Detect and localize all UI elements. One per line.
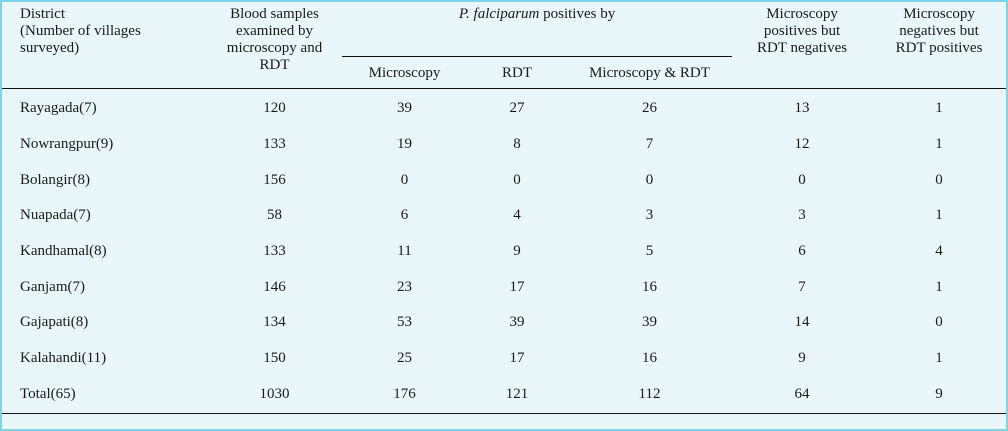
header-micro-pos-line: positives but bbox=[763, 23, 841, 39]
cell-micro-neg-rdt-pos: 9 bbox=[935, 385, 943, 402]
cell-microscopy: 0 bbox=[400, 171, 409, 188]
header-samples: Blood samples examined by microscopy and… bbox=[207, 2, 342, 89]
header-micro-neg-line: RDT positives bbox=[895, 40, 983, 56]
cell-district: Bolangir(8) bbox=[20, 171, 90, 188]
header-micro-pos-line: Microscopy bbox=[766, 6, 838, 22]
cell-rdt: 17 bbox=[509, 278, 525, 295]
cell-micro-pos-rdt-neg: 7 bbox=[798, 278, 806, 295]
header-group-species: P. falciparum bbox=[458, 6, 540, 22]
table-row: Nowrangpur(9) 133 19 8 7 12 1 bbox=[2, 127, 1006, 163]
cell-district: Kalahandi(11) bbox=[20, 350, 107, 367]
cell-microscopy-and-rdt: 112 bbox=[638, 385, 661, 402]
cell-samples: 134 bbox=[263, 314, 286, 331]
table-row-total: Total(65) 1030 176 121 112 64 9 bbox=[2, 377, 1006, 413]
header-group-suffix: positives by bbox=[539, 6, 616, 22]
cell-micro-neg-rdt-pos: 1 bbox=[935, 350, 943, 367]
cell-samples: 133 bbox=[263, 136, 286, 153]
cell-district: Rayagada(7) bbox=[20, 100, 97, 117]
cell-microscopy-and-rdt: 3 bbox=[645, 207, 654, 224]
cell-samples: 150 bbox=[263, 350, 286, 367]
header-samples-line: RDT bbox=[259, 57, 290, 73]
cell-microscopy: 6 bbox=[400, 207, 409, 224]
table-bottom-rule bbox=[2, 413, 1006, 414]
cell-micro-pos-rdt-neg: 6 bbox=[798, 243, 806, 260]
cell-district: Ganjam(7) bbox=[20, 278, 85, 295]
cell-microscopy-and-rdt: 0 bbox=[645, 171, 654, 188]
header-sub-microscopy: Microscopy bbox=[342, 56, 467, 89]
header-micro-pos-line: RDT negatives bbox=[756, 40, 848, 56]
header-district: District (Number of villages surveyed) bbox=[2, 2, 207, 89]
cell-district: Nowrangpur(9) bbox=[20, 136, 114, 153]
cell-rdt: 9 bbox=[513, 243, 521, 260]
cell-micro-pos-rdt-neg: 9 bbox=[798, 350, 806, 367]
cell-micro-neg-rdt-pos: 1 bbox=[935, 136, 943, 153]
table-row: Gajapati(8) 134 53 39 39 14 0 bbox=[2, 305, 1006, 341]
cell-samples: 133 bbox=[263, 243, 286, 260]
table-row: Kandhamal(8) 133 11 9 5 6 4 bbox=[2, 234, 1006, 270]
header-microscopy-negatives: Microscopy negatives but RDT positives bbox=[872, 2, 1007, 89]
header-group-pf-positives: P. falciparum positives by bbox=[342, 2, 733, 57]
cell-microscopy-and-rdt: 26 bbox=[642, 100, 658, 117]
header-district-line: surveyed) bbox=[20, 40, 80, 56]
header-microscopy-positives: Microscopy positives but RDT negatives bbox=[732, 2, 873, 89]
cell-rdt: 0 bbox=[513, 171, 521, 188]
cell-microscopy: 53 bbox=[397, 314, 412, 331]
cell-micro-pos-rdt-neg: 12 bbox=[794, 136, 810, 153]
table-row: Rayagada(7) 120 39 27 26 13 1 bbox=[2, 89, 1006, 127]
header-district-line: District bbox=[20, 6, 65, 22]
cell-samples: 120 bbox=[263, 100, 286, 117]
cell-micro-neg-rdt-pos: 0 bbox=[935, 171, 943, 188]
cell-microscopy-and-rdt: 16 bbox=[642, 278, 658, 295]
cell-microscopy: 39 bbox=[397, 100, 412, 117]
header-micro-neg-line: Microscopy bbox=[903, 6, 975, 22]
cell-rdt: 39 bbox=[509, 314, 525, 331]
cell-micro-neg-rdt-pos: 1 bbox=[935, 100, 943, 117]
cell-micro-pos-rdt-neg: 3 bbox=[798, 207, 806, 224]
cell-rdt: 27 bbox=[509, 100, 525, 117]
cell-rdt: 121 bbox=[505, 385, 529, 402]
cell-district: Total(65) bbox=[20, 385, 76, 402]
cell-rdt: 17 bbox=[509, 350, 525, 367]
cell-microscopy-and-rdt: 7 bbox=[645, 136, 654, 153]
cell-rdt: 4 bbox=[513, 207, 521, 224]
cell-district: Kandhamal(8) bbox=[20, 243, 107, 260]
cell-district: Nuapada(7) bbox=[20, 207, 91, 224]
cell-microscopy: 11 bbox=[397, 243, 412, 260]
header-micro-neg-line: negatives but bbox=[899, 23, 979, 39]
cell-micro-pos-rdt-neg: 64 bbox=[794, 385, 810, 402]
table-row: Kalahandi(11) 150 25 17 16 9 1 bbox=[2, 341, 1006, 377]
cell-microscopy: 176 bbox=[393, 385, 416, 402]
header-samples-line: Blood samples bbox=[230, 6, 319, 22]
cell-rdt: 8 bbox=[513, 136, 521, 153]
cell-micro-neg-rdt-pos: 4 bbox=[935, 243, 943, 260]
cell-micro-pos-rdt-neg: 0 bbox=[798, 171, 806, 188]
cell-samples: 1030 bbox=[259, 385, 290, 402]
table-row: Bolangir(8) 156 0 0 0 0 0 bbox=[2, 162, 1006, 198]
cell-micro-pos-rdt-neg: 14 bbox=[794, 314, 810, 331]
cell-micro-neg-rdt-pos: 1 bbox=[935, 207, 943, 224]
cell-micro-neg-rdt-pos: 1 bbox=[935, 278, 943, 295]
table-row: Ganjam(7) 146 23 17 16 7 1 bbox=[2, 269, 1006, 305]
header-samples-line: microscopy and bbox=[226, 40, 323, 56]
cell-micro-pos-rdt-neg: 13 bbox=[794, 100, 810, 117]
header-sub-microscopy-and-rdt: Microscopy & RDT bbox=[567, 56, 733, 89]
cell-district: Gajapati(8) bbox=[20, 314, 89, 331]
cell-samples: 146 bbox=[263, 278, 286, 295]
cell-samples: 156 bbox=[263, 171, 286, 188]
header-samples-line: examined by bbox=[235, 23, 314, 39]
header-district-line: (Number of villages bbox=[20, 23, 141, 39]
cell-microscopy-and-rdt: 39 bbox=[642, 314, 658, 331]
cell-microscopy-and-rdt: 16 bbox=[642, 350, 658, 367]
cell-microscopy: 25 bbox=[397, 350, 412, 367]
cell-microscopy-and-rdt: 5 bbox=[645, 243, 654, 260]
header-sub-rdt: RDT bbox=[467, 56, 567, 89]
cell-microscopy: 23 bbox=[397, 278, 412, 295]
cell-micro-neg-rdt-pos: 0 bbox=[935, 314, 943, 331]
cell-samples: 58 bbox=[267, 207, 282, 224]
data-table: District (Number of villages surveyed) B… bbox=[2, 2, 1007, 413]
cell-microscopy: 19 bbox=[397, 136, 412, 153]
table-row: Nuapada(7) 58 6 4 3 3 1 bbox=[2, 198, 1006, 234]
